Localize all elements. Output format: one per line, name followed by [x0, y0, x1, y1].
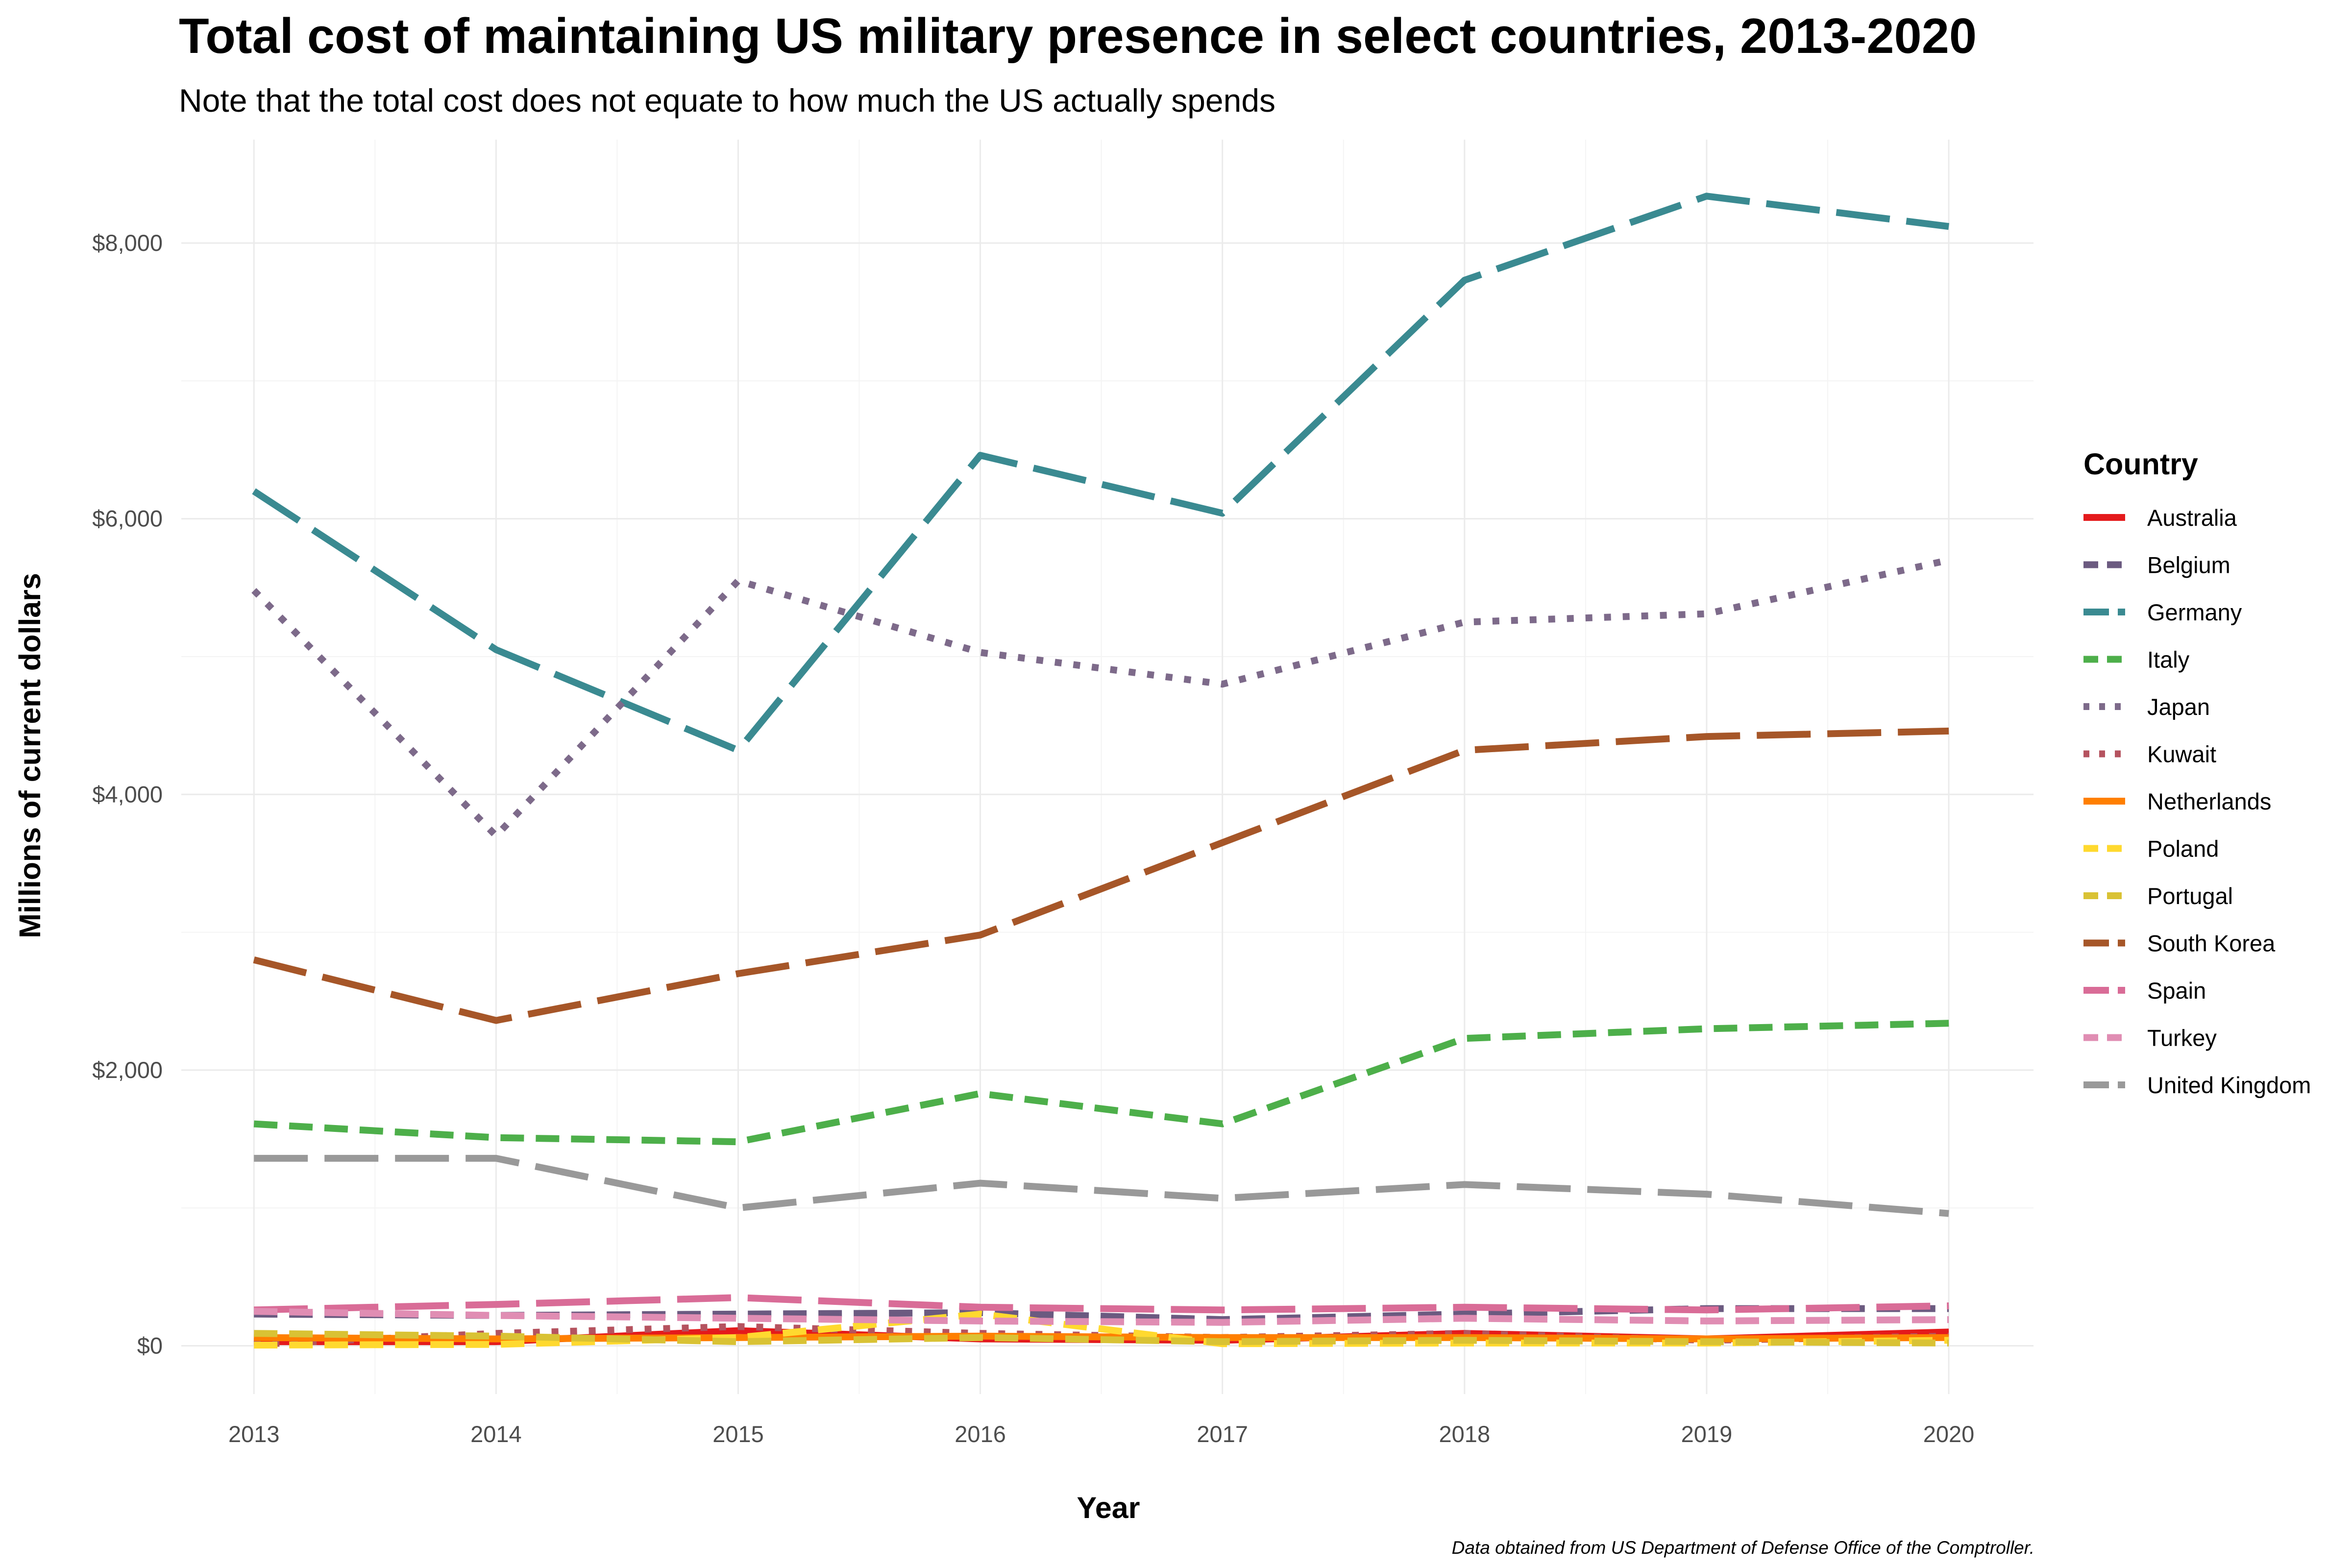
x-tick-label: 2018 — [1439, 1421, 1491, 1447]
series-line-kuwait — [253, 1323, 1949, 1348]
legend-label-portugal: Portugal — [2147, 883, 2233, 909]
series-line-spain — [254, 1294, 1949, 1314]
series-line-united-kingdom — [254, 1154, 1949, 1217]
chart-title: Total cost of maintaining US military pr… — [179, 9, 1977, 64]
legend-label-belgium: Belgium — [2147, 552, 2230, 578]
grid — [181, 140, 2034, 1394]
y-tick-label: $2,000 — [92, 1057, 163, 1083]
legend-label-germany: Germany — [2147, 599, 2242, 625]
legend-label-italy: Italy — [2147, 647, 2190, 673]
y-axis-ticks: $0 $2,000 $4,000 $6,000 $8,000 — [92, 230, 163, 1359]
legend-label-netherlands: Netherlands — [2147, 788, 2271, 814]
x-tick-label: 2014 — [470, 1421, 522, 1447]
y-axis-title: Millions of current dollars — [13, 573, 47, 938]
y-tick-label: $4,000 — [92, 781, 163, 807]
x-axis-ticks: 2013 2014 2015 2016 2017 2018 2019 2020 — [228, 1421, 1974, 1447]
legend-label-kuwait: Kuwait — [2147, 741, 2216, 767]
legend-label-australia: Australia — [2147, 505, 2237, 531]
x-axis-title: Year — [1077, 1491, 1140, 1524]
x-tick-label: 2015 — [712, 1421, 764, 1447]
legend-label-turkey: Turkey — [2147, 1025, 2217, 1051]
legend: Country Australia Belgium Germany Italy Japa… — [2083, 447, 2311, 1098]
legend-items: Australia Belgium Germany Italy Japan Kuwait N… — [2083, 505, 2311, 1098]
legend-label-united-kingdom: United Kingdom — [2147, 1072, 2311, 1098]
legend-label-poland: Poland — [2147, 836, 2219, 862]
series-line-japan — [251, 557, 1950, 839]
chart-subtitle: Note that the total cost does not equate… — [179, 82, 1275, 119]
y-tick-label: $0 — [137, 1333, 163, 1359]
series-line-south-korea — [253, 727, 1949, 1024]
series-line-italy — [253, 1020, 1949, 1146]
series-line-portugal — [254, 1330, 1949, 1347]
y-tick-label: $8,000 — [92, 230, 163, 256]
y-tick-label: $6,000 — [92, 506, 163, 532]
series-line-germany — [252, 193, 1949, 754]
x-tick-label: 2017 — [1197, 1421, 1248, 1447]
x-tick-label: 2013 — [228, 1421, 280, 1447]
x-tick-label: 2020 — [1923, 1421, 1975, 1447]
legend-label-south-korea: South Korea — [2147, 931, 2276, 956]
x-tick-label: 2019 — [1681, 1421, 1733, 1447]
legend-label-spain: Spain — [2147, 978, 2206, 1004]
x-tick-label: 2016 — [955, 1421, 1006, 1447]
series-lines — [251, 193, 1950, 1349]
legend-label-japan: Japan — [2147, 694, 2210, 720]
legend-title: Country — [2083, 447, 2198, 481]
caption: Data obtained from US Department of Defe… — [1452, 1538, 2034, 1558]
series-line-turkey — [254, 1308, 1949, 1326]
